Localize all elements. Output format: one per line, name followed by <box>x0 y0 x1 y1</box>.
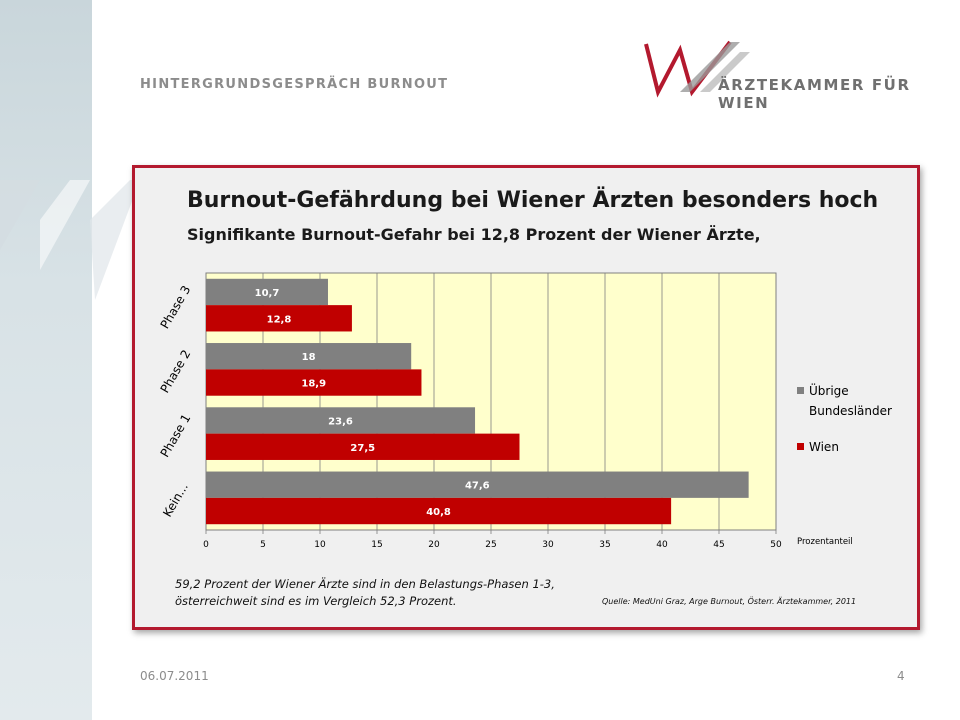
bar-data-label: 10,7 <box>255 288 280 299</box>
x-tick-label: 45 <box>713 540 724 550</box>
chart-panel: Burnout-Gefährdung bei Wiener Ärzten bes… <box>132 165 920 630</box>
x-tick-label: 40 <box>656 540 668 550</box>
legend-label: Übrige <box>809 382 849 398</box>
bar-other <box>206 407 476 434</box>
x-tick-label: 15 <box>371 540 382 550</box>
chart-title: Burnout-Gefährdung bei Wiener Ärzten bes… <box>187 188 879 213</box>
bar-other <box>206 343 412 370</box>
x-tick-label: 20 <box>428 540 440 550</box>
footnote-line-2: österreichweit sind es im Vergleich 52,3… <box>175 594 457 608</box>
bar-wien <box>206 497 672 525</box>
x-tick-label: 50 <box>770 540 782 550</box>
category-label: Phase 3 <box>158 283 194 331</box>
bar-chart: 0 5 10 15 20 25 30 35 40 45 50 10,7 12,8 Phase 3 18 18,… <box>158 272 892 550</box>
watermark-logo <box>0 180 140 300</box>
x-tick-label: 30 <box>542 540 554 550</box>
chart-footnote: 59,2 Prozent der Wiener Ärzte sind in de… <box>175 576 605 610</box>
bar-data-label: 18 <box>302 352 316 363</box>
logo-text: ÄRZTEKAMMER FÜR WIEN <box>718 76 911 112</box>
bar-wien <box>206 369 422 396</box>
left-decorative-band <box>0 0 92 720</box>
footer-date: 06.07.2011 <box>140 669 209 683</box>
bar-data-label: 27,5 <box>350 443 375 454</box>
bar-data-label: 18,9 <box>301 379 326 390</box>
source-note: Quelle: MedUni Graz, Arge Burnout, Öster… <box>602 597 857 606</box>
bar-other <box>206 471 749 498</box>
legend-swatch <box>797 387 804 394</box>
x-tick-label: 5 <box>260 540 266 550</box>
bar-wien <box>206 433 520 460</box>
bar-other <box>206 278 328 306</box>
legend-label: Bundesländer <box>809 404 892 418</box>
bar-data-label: 12,8 <box>267 314 292 325</box>
header-title: HINTERGRUNDSGESPRÄCH BURNOUT <box>140 77 449 92</box>
legend-swatch <box>797 443 804 450</box>
page-number: 4 <box>897 669 905 683</box>
x-tick-label: 25 <box>485 540 496 550</box>
bar-data-label: 23,6 <box>328 416 353 427</box>
x-tick-label: 35 <box>599 540 610 550</box>
category-label: Kein... <box>160 480 191 519</box>
category-label: Phase 1 <box>158 412 194 460</box>
bar-data-label: 40,8 <box>426 507 451 518</box>
x-axis-label: Prozentanteil <box>797 537 853 547</box>
bar-data-label: 47,6 <box>465 481 490 492</box>
x-tick-label: 0 <box>203 540 209 550</box>
category-label: Phase 2 <box>158 347 194 395</box>
legend-label: Wien <box>809 440 839 454</box>
bar-wien <box>206 305 352 332</box>
footnote-line-1: 59,2 Prozent der Wiener Ärzte sind in de… <box>175 577 555 591</box>
aerztekammer-logo <box>644 40 750 98</box>
x-tick-label: 10 <box>314 540 326 550</box>
chart-subtitle: Signifikante Burnout-Gefahr bei 12,8 Pro… <box>187 225 761 244</box>
